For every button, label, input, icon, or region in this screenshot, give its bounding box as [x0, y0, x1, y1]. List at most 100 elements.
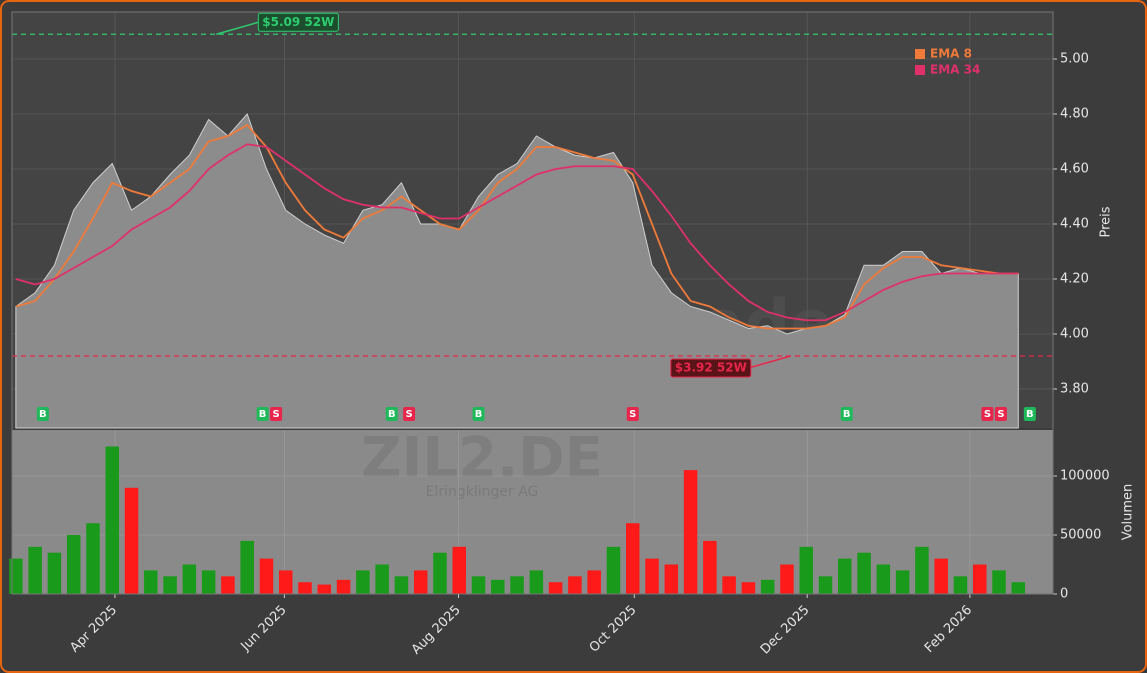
52w-arrow [748, 355, 792, 369]
signal-marker [403, 407, 416, 421]
volume-bar [278, 570, 293, 594]
ema-line [15, 123, 1019, 330]
volume-bar [259, 558, 274, 594]
ema-line [15, 143, 1019, 322]
volume-bar [433, 552, 447, 594]
volume-bar [413, 570, 428, 594]
y-tick-label: 100000 [1060, 469, 1110, 484]
volume-bar [86, 523, 100, 594]
52w-box [257, 12, 339, 32]
y-axis-label: Preis [1099, 206, 1114, 237]
signal-label: S [984, 409, 991, 420]
volume-bar [182, 564, 197, 594]
plot-border [11, 11, 1054, 595]
volume-bar [568, 576, 582, 594]
volume-bar [375, 564, 389, 594]
legend-label: EMA 8 [930, 47, 972, 61]
volume-bar [356, 570, 370, 594]
y-tick-label: 4.80 [1060, 107, 1089, 122]
volume-bar [780, 564, 794, 594]
volume-bar [317, 584, 332, 594]
volume-bar [163, 576, 177, 594]
signal-marker [472, 407, 485, 421]
signal-label: S [273, 409, 280, 420]
volume-bar [28, 546, 42, 594]
signal-marker [994, 407, 1007, 421]
legend-swatch [915, 49, 925, 59]
volume-bar [336, 579, 351, 594]
price-area [15, 113, 1019, 429]
volume-bar [221, 576, 235, 594]
signal-marker [626, 407, 639, 421]
legend-label: EMA 34 [930, 63, 980, 77]
volume-bar [683, 470, 698, 594]
signal-marker [840, 407, 853, 421]
volume-bar [47, 552, 62, 594]
52w-label: $3.92 52W [675, 360, 747, 374]
volume-bar [240, 540, 254, 594]
signal-marker [270, 407, 283, 421]
y-tick-label: 5.00 [1060, 52, 1089, 67]
y-tick-label: 4.60 [1060, 161, 1089, 176]
52w-label: $5.09 52W [262, 15, 334, 29]
signal-label: S [997, 409, 1004, 420]
52w-arrow [216, 21, 259, 35]
signal-marker [385, 407, 398, 421]
volume-bar [606, 546, 621, 594]
volume-bar [1011, 582, 1026, 594]
signal-label: B [843, 409, 851, 420]
signal-marker [1023, 407, 1036, 421]
volume-bar [876, 564, 891, 594]
volume-bar [915, 546, 929, 594]
volume-bar [394, 576, 409, 594]
volume-bar [529, 570, 544, 594]
volume-bar [471, 576, 486, 594]
signal-label: B [475, 409, 483, 420]
volume-bar [703, 540, 717, 594]
volume-bar [124, 487, 139, 594]
y-axis-label: Volumen [1121, 484, 1136, 541]
volume-bar [510, 576, 524, 594]
volume-bar [972, 564, 987, 594]
signal-marker [981, 407, 994, 421]
52w-box [670, 358, 752, 378]
volume-bar [895, 570, 910, 594]
volume-bar [722, 576, 736, 594]
signal-label: B [39, 409, 47, 420]
y-tick-label: 50000 [1060, 528, 1101, 543]
volume-bar [452, 546, 466, 594]
volume-bar [298, 582, 312, 594]
signal-label: B [1026, 409, 1034, 420]
volume-bar [953, 576, 968, 594]
y-tick-label: 0 [1060, 587, 1068, 602]
volume-bar [548, 582, 563, 594]
volume-bar [760, 579, 775, 594]
watermark-name: Elringklinger AG [426, 484, 539, 500]
y-tick-label: 4.20 [1060, 271, 1089, 286]
volume-bar [664, 564, 679, 594]
signal-label: S [629, 409, 636, 420]
y-tick-label: 3.80 [1060, 381, 1089, 396]
volume-bar [818, 576, 833, 594]
volume-bar [992, 570, 1006, 594]
signal-label: B [388, 409, 396, 420]
signal-label: B [259, 409, 267, 420]
volume-bar [857, 552, 871, 594]
volume-bar [144, 570, 158, 594]
volume-bar [741, 582, 756, 594]
y-tick-label: 4.00 [1060, 326, 1089, 341]
signal-marker [256, 407, 269, 421]
signal-label: S [406, 409, 413, 420]
volume-bar [491, 579, 505, 594]
volume-bar [799, 546, 813, 594]
volume-bar [201, 570, 216, 594]
volume-bar [105, 446, 119, 594]
volume-bar [587, 570, 601, 594]
signal-marker [36, 407, 49, 421]
volume-bar [9, 558, 23, 594]
y-tick-label: 4.40 [1060, 216, 1089, 231]
volume-bar [66, 535, 81, 594]
volume-bar [645, 558, 659, 594]
volume-bar [625, 523, 640, 594]
